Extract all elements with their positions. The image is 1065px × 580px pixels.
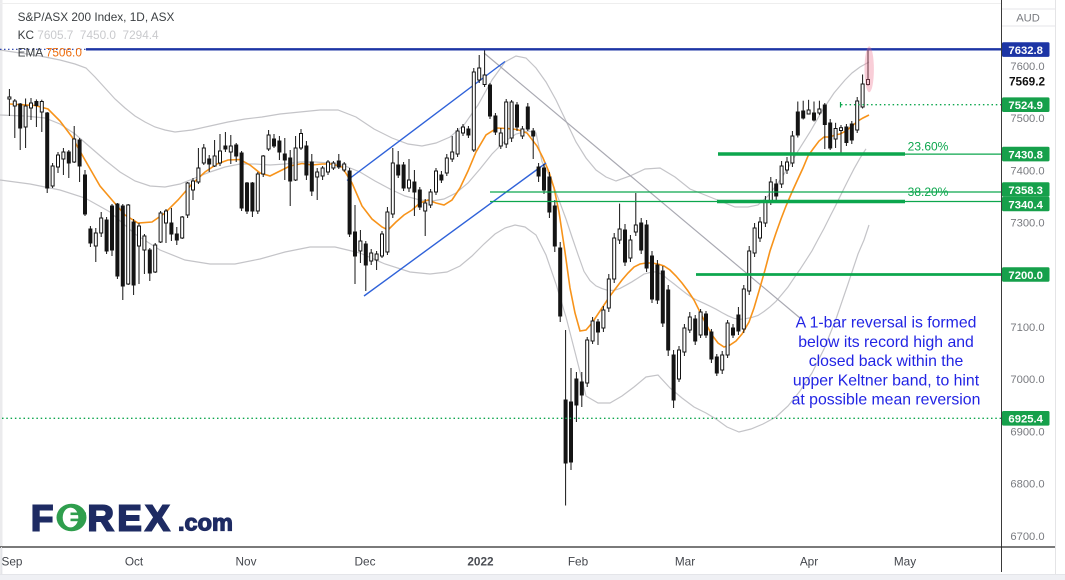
svg-text:7300.0: 7300.0: [1010, 218, 1044, 230]
svg-text:23.60%: 23.60%: [908, 139, 949, 153]
svg-text:Feb: Feb: [568, 555, 589, 569]
svg-text:6925.4: 6925.4: [1008, 414, 1043, 426]
svg-text:7358.3: 7358.3: [1008, 185, 1043, 197]
svg-text:7400.0: 7400.0: [1010, 165, 1044, 177]
svg-text:7600.0: 7600.0: [1010, 61, 1044, 73]
svg-text:6800.0: 6800.0: [1010, 479, 1044, 491]
svg-text:Apr: Apr: [800, 555, 818, 569]
svg-text:7340.4: 7340.4: [1008, 199, 1043, 211]
svg-text:KC 7605.7 7450.0 7294.4: KC 7605.7 7450.0 7294.4: [18, 28, 159, 42]
svg-text:7430.8: 7430.8: [1008, 149, 1043, 161]
svg-text:Oct: Oct: [125, 555, 144, 569]
svg-text:7524.9: 7524.9: [1008, 100, 1043, 112]
svg-text:7569.2: 7569.2: [1009, 75, 1046, 89]
svg-text:S&P/ASX 200 Index, 1D, ASX: S&P/ASX 200 Index, 1D, ASX: [18, 10, 175, 24]
svg-text:6700.0: 6700.0: [1010, 531, 1044, 543]
svg-text:AUD: AUD: [1016, 12, 1040, 24]
svg-text:7632.8: 7632.8: [1008, 45, 1043, 57]
svg-text:Dec: Dec: [355, 555, 376, 569]
svg-text:6900.0: 6900.0: [1010, 426, 1044, 438]
svg-text:7200.0: 7200.0: [1008, 270, 1043, 282]
svg-text:2022: 2022: [467, 555, 494, 569]
svg-text:EMA 7506.0: EMA 7506.0: [18, 46, 83, 60]
svg-text:Sep: Sep: [2, 555, 23, 569]
svg-text:.com: .com: [178, 510, 233, 536]
svg-text:REX: REX: [88, 498, 174, 539]
svg-text:F: F: [31, 498, 53, 539]
svg-text:7000.0: 7000.0: [1010, 374, 1044, 386]
svg-text:Mar: Mar: [675, 555, 695, 569]
svg-text:38.20%: 38.20%: [908, 185, 949, 199]
svg-text:Nov: Nov: [236, 555, 257, 569]
svg-text:7500.0: 7500.0: [1010, 113, 1044, 125]
svg-text:May: May: [894, 555, 916, 569]
svg-text:7100.0: 7100.0: [1010, 322, 1044, 334]
